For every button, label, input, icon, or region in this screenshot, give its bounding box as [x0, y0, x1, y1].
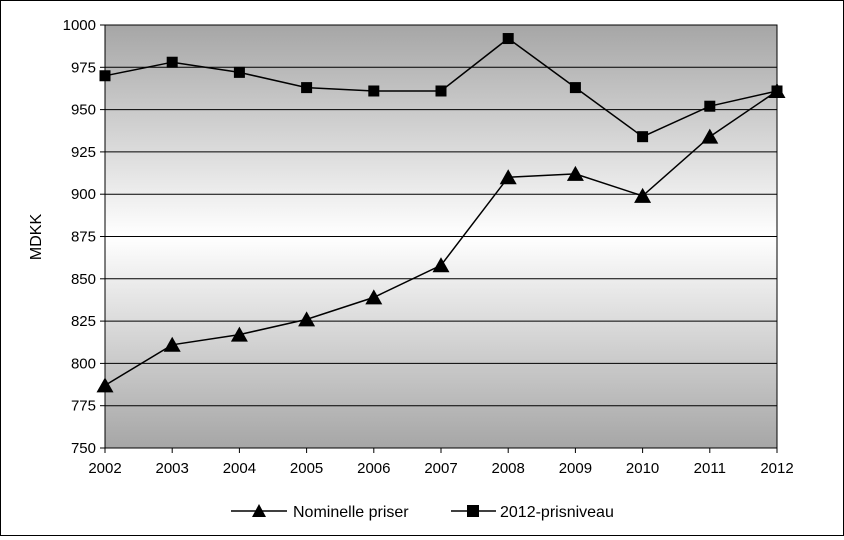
y-axis-label: MDKK — [28, 214, 45, 261]
y-tick-label: 950 — [71, 102, 96, 119]
x-tick-label: 2006 — [357, 460, 390, 477]
data-point-square — [233, 66, 245, 78]
y-tick-label: 850 — [71, 271, 96, 288]
x-axis-ticks: 2002 2003 2004 2005 2006 2007 2008 2009 2010 2011… — [88, 448, 794, 477]
legend-label-nominelle: Nominelle priser — [293, 504, 409, 521]
data-point-square — [569, 82, 581, 94]
x-tick-label: 2002 — [88, 460, 121, 477]
y-axis-ticks: 750 775 800 825 850 875 900 925 950 975 1000 — [63, 17, 105, 457]
y-tick-label: 875 — [71, 229, 96, 246]
y-tick-label: 775 — [71, 398, 96, 415]
y-tick-label: 1000 — [63, 17, 96, 34]
y-tick-label: 825 — [71, 313, 96, 330]
series-group — [96, 33, 786, 393]
x-tick-label: 2005 — [290, 460, 323, 477]
legend-triangle-marker — [252, 504, 266, 517]
legend-label-prisniveau: 2012-prisniveau — [500, 504, 614, 521]
data-point-triangle — [701, 128, 719, 144]
data-point-triangle — [566, 165, 584, 181]
data-point-triangle — [432, 257, 450, 273]
legend-item-nominelle: Nominelle priser — [231, 504, 409, 521]
data-point-triangle — [230, 326, 248, 342]
data-point-triangle — [634, 187, 652, 203]
x-tick-label: 2007 — [424, 460, 457, 477]
legend-item-prisniveau: 2012-prisniveau — [451, 504, 614, 521]
y-tick-label: 900 — [71, 186, 96, 203]
x-tick-label: 2012 — [760, 460, 793, 477]
y-tick-label: 800 — [71, 355, 96, 372]
data-point-square — [637, 131, 649, 143]
y-tick-label: 925 — [71, 144, 96, 161]
data-point-triangle — [499, 169, 517, 185]
x-tick-label: 2008 — [492, 460, 525, 477]
data-point-square — [166, 56, 178, 68]
data-point-triangle — [365, 289, 383, 305]
data-point-square — [301, 82, 313, 94]
data-point-square — [99, 70, 111, 82]
data-point-square — [435, 85, 447, 97]
x-tick-label: 2011 — [694, 460, 726, 477]
legend-square-marker — [467, 505, 479, 517]
x-tick-label: 2009 — [559, 460, 592, 477]
x-tick-label: 2003 — [156, 460, 189, 477]
data-point-square — [704, 100, 716, 112]
data-point-triangle — [96, 377, 114, 393]
data-point-square — [368, 85, 380, 97]
data-point-triangle — [163, 336, 181, 352]
y-tick-label: 975 — [71, 59, 96, 76]
y-tick-label: 750 — [71, 440, 96, 457]
data-point-triangle — [298, 311, 316, 327]
x-tick-label: 2010 — [626, 460, 659, 477]
x-tick-label: 2004 — [223, 460, 256, 477]
legend: Nominelle priser 2012-prisniveau — [231, 504, 614, 521]
data-point-square — [502, 33, 514, 45]
gridlines — [105, 66, 777, 407]
data-point-square — [771, 85, 783, 97]
